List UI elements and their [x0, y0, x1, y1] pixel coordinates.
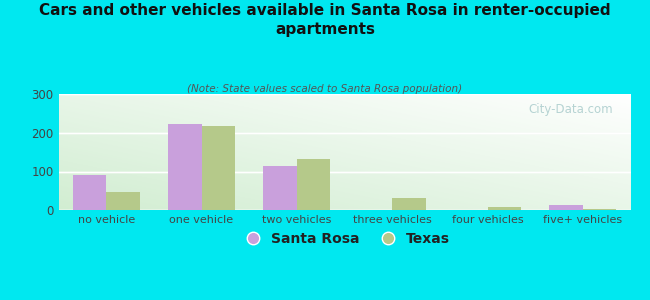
Bar	[583, 209, 616, 210]
Bar	[392, 198, 426, 210]
Bar	[263, 166, 297, 210]
Bar	[549, 205, 583, 210]
Bar	[488, 207, 521, 210]
Bar	[297, 159, 330, 210]
Bar	[168, 124, 202, 210]
Text: City-Data.com: City-Data.com	[528, 103, 614, 116]
Bar	[73, 175, 106, 210]
Text: (Note: State values scaled to Santa Rosa population): (Note: State values scaled to Santa Rosa…	[187, 84, 463, 94]
Bar	[106, 192, 140, 210]
Text: Cars and other vehicles available in Santa Rosa in renter-occupied
apartments: Cars and other vehicles available in San…	[39, 3, 611, 37]
Bar	[202, 126, 235, 210]
Legend: Santa Rosa, Texas: Santa Rosa, Texas	[234, 226, 455, 252]
